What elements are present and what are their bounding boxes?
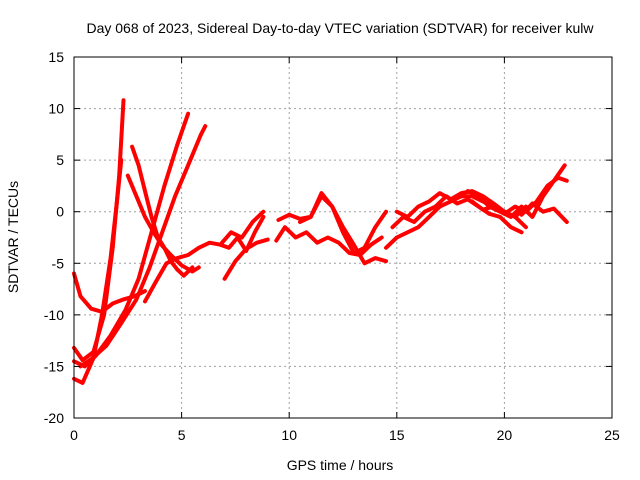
series-arc-10 [218,214,266,253]
x-tick-label: 20 [497,427,513,443]
plot-frame [73,56,613,419]
chart-title: Day 068 of 2023, Sidereal Day-to-day VTE… [86,20,594,36]
series-arc-13 [298,191,388,255]
series-arc-7 [125,173,201,274]
y-tick-label: 5 [56,152,64,168]
y-tick-label: 0 [56,204,64,220]
y-tick-label: -20 [44,410,64,426]
series-layer [72,98,569,385]
x-tick-label: 0 [70,427,78,443]
series-arc-19 [519,201,569,224]
x-axis-label: GPS time / hours [287,457,394,473]
y-axis-label: SDTVAR / TECUs [5,181,21,293]
series-arc-18 [470,175,569,216]
series-arc-11 [274,225,384,257]
series-arc-17 [465,163,567,219]
y-tick-label: -10 [44,307,64,323]
axis-ticks [73,56,613,419]
series-arc-4 [72,111,191,369]
x-tick-label: 10 [281,427,297,443]
y-tick-label: -5 [52,255,65,271]
y-tick-label: -15 [44,358,64,374]
series-arc-3 [72,158,124,385]
y-tick-label: 10 [48,101,64,117]
y-tick-label: 15 [48,49,64,65]
x-tick-label: 15 [389,427,405,443]
x-tick-label: 5 [178,427,186,443]
series-arc-5 [78,124,208,369]
x-tick-label: 25 [604,427,620,443]
tick-labels: 0 5 10 15 20 25 -20 -15 -10 -5 0 5 10 15 [44,49,620,443]
series-arc-8 [143,209,266,304]
series-arc-16 [390,194,524,235]
